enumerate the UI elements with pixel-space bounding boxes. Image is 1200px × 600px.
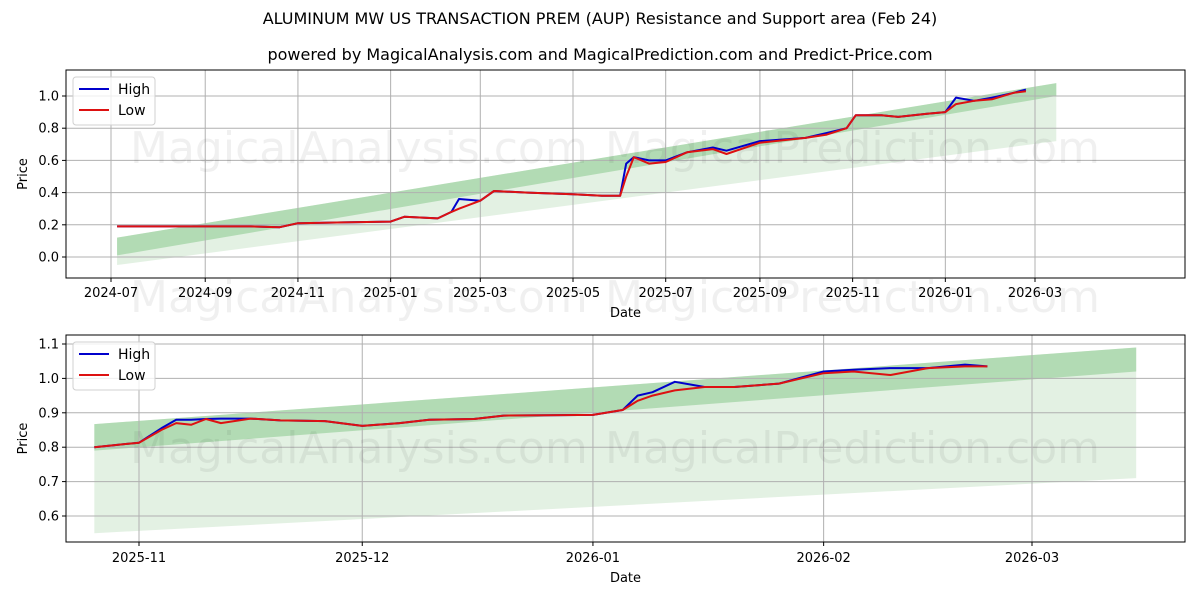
x-tick-label: 2024-11 bbox=[271, 286, 325, 301]
y-tick-label: 0.2 bbox=[38, 218, 59, 233]
x-tick-label: 2026-02 bbox=[796, 551, 850, 566]
chart-title: ALUMINUM MW US TRANSACTION PREM (AUP) Re… bbox=[262, 9, 938, 28]
chart-subtitle: powered by MagicalAnalysis.com and Magic… bbox=[267, 45, 933, 64]
watermark-text: MagicalAnalysis.com bbox=[130, 423, 588, 474]
x-tick-label: 2026-03 bbox=[1008, 286, 1062, 301]
y-tick-label: 1.1 bbox=[38, 338, 59, 353]
x-tick-label: 2026-01 bbox=[918, 286, 972, 301]
y-tick-label: 0.9 bbox=[38, 406, 59, 421]
x-axis-label: Date bbox=[610, 306, 641, 321]
plot-frame bbox=[65, 334, 1186, 543]
x-tick-label: 2025-09 bbox=[733, 286, 787, 301]
series-line-low bbox=[117, 90, 1027, 229]
x-tick-label: 2024-07 bbox=[84, 286, 138, 301]
watermark-text: MagicalAnalysis.com bbox=[130, 272, 588, 323]
plot-frame bbox=[65, 69, 1186, 279]
legend-label-low: Low bbox=[118, 103, 146, 119]
y-axis-label: Price bbox=[16, 158, 31, 190]
chart-panel-2: MagicalAnalysis.com MagicalPrediction.com… bbox=[16, 334, 1186, 586]
x-tick-label: 2025-12 bbox=[335, 551, 389, 566]
y-tick-label: 0.4 bbox=[38, 186, 59, 201]
x-tick-label: 2026-03 bbox=[1005, 551, 1059, 566]
x-tick-label: 2024-09 bbox=[178, 286, 232, 301]
legend: High Low bbox=[72, 341, 156, 391]
legend-label-high: High bbox=[118, 82, 150, 98]
x-tick-label: 2025-11 bbox=[825, 286, 879, 301]
y-tick-label: 0.6 bbox=[38, 510, 59, 525]
series-line-low bbox=[94, 365, 988, 449]
y-tick-label: 0.8 bbox=[38, 441, 59, 456]
y-tick-label: 1.0 bbox=[38, 90, 59, 105]
watermark-text: MagicalPrediction.com bbox=[605, 123, 1100, 174]
resistance-support-dark-band bbox=[117, 83, 1057, 256]
chart-panel-1: MagicalAnalysis.com MagicalPrediction.com… bbox=[16, 69, 1186, 323]
y-axis-label: Price bbox=[16, 423, 31, 455]
x-tick-label: 2025-07 bbox=[639, 286, 693, 301]
x-tick-label: 2025-03 bbox=[453, 286, 507, 301]
y-tick-label: 0.7 bbox=[38, 475, 59, 490]
x-axis-label: Date bbox=[610, 571, 641, 586]
resistance-support-light-band bbox=[94, 347, 1137, 534]
y-tick-label: 0.8 bbox=[38, 122, 59, 137]
watermark-text: MagicalPrediction.com bbox=[605, 423, 1100, 474]
y-tick-label: 1.0 bbox=[38, 372, 59, 387]
x-tick-label: 2025-11 bbox=[112, 551, 166, 566]
legend: High Low bbox=[72, 76, 156, 126]
y-tick-label: 0.0 bbox=[38, 251, 59, 266]
legend-label-low: Low bbox=[118, 368, 146, 384]
x-tick-label: 2025-05 bbox=[546, 286, 600, 301]
x-tick-label: 2026-01 bbox=[566, 551, 620, 566]
legend-label-high: High bbox=[118, 347, 150, 363]
watermark-text: MagicalAnalysis.com bbox=[130, 123, 588, 174]
x-tick-label: 2025-01 bbox=[363, 286, 417, 301]
y-tick-label: 0.6 bbox=[38, 154, 59, 169]
